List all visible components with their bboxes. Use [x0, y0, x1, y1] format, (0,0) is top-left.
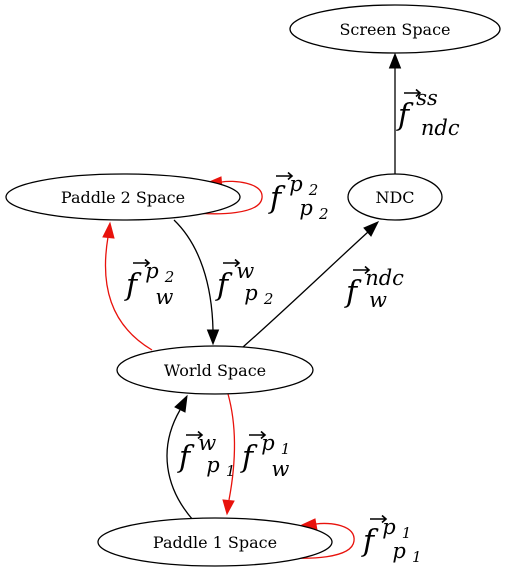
label-p2-to-world: f w p 2 [215, 258, 273, 308]
vector-arrow-icon [353, 265, 371, 275]
label-p1-to-world-sub: p [206, 453, 219, 477]
label-p1-to-world-sub-idx: 1 [226, 462, 236, 480]
label-world-to-p1: f p 1 w [240, 430, 295, 481]
label-world-to-p1-text: f p 1 w [240, 431, 295, 481]
node-paddle2-space-shape [5, 173, 241, 221]
node-world-space-shape [116, 345, 314, 395]
label-p2-self-sub: p [299, 196, 312, 220]
label-p2-to-world-sub-idx: 2 [263, 290, 274, 308]
label-p1-self: f p 1 p 1 [361, 514, 421, 566]
label-world-to-p1-sub: w [271, 457, 289, 481]
edge-p1-to-world [166, 409, 194, 521]
label-p1-self-base: f [361, 524, 379, 559]
label-p1-to-world-sup: w [198, 431, 216, 455]
label-world-to-p2: f p 2 w [124, 258, 179, 309]
node-paddle2-space-label: Paddle 2 Space [61, 188, 185, 207]
arrowhead-p1-to-world [174, 394, 188, 413]
label-world-to-p2-sup: p [145, 259, 158, 283]
node-ndc: NDC [347, 173, 443, 221]
node-ndc-shape [347, 173, 443, 221]
vector-arrow-icon [223, 258, 241, 268]
node-world-space-label: World Space [164, 361, 266, 380]
label-p2-self: f p 2 p 2 [268, 171, 328, 223]
arrowhead-ndc-to-screen [388, 52, 402, 69]
label-p1-self-text: f p 1 p 1 [361, 515, 421, 566]
label-ndc-to-screen-sub: ndc [421, 116, 460, 140]
label-p2-to-world-sub: p [244, 281, 257, 305]
node-screen-space-label: Screen Space [339, 20, 450, 39]
arrowhead-p2-to-world [206, 329, 220, 346]
label-world-to-ndc-base: f [344, 275, 362, 310]
label-world-to-p2-sup-idx: 2 [164, 268, 175, 286]
vector-arrow-icon [370, 514, 388, 524]
node-screen-space: Screen Space [289, 4, 501, 54]
edge-world-to-p2 [104, 236, 153, 351]
label-ndc-to-screen-sup: ss [416, 86, 438, 110]
node-paddle1-space: Paddle 1 Space [97, 517, 333, 567]
vector-arrow-icon [133, 258, 151, 268]
edge-p2-self-loop [185, 180, 263, 215]
edge-world-to-ndc [242, 231, 369, 348]
label-ndc-to-screen-text: f ss ndc [396, 86, 460, 140]
node-paddle1-space-label: Paddle 1 Space [153, 533, 277, 552]
label-p1-self-sup: p [382, 515, 395, 539]
label-p1-to-world-text: f w p 1 [177, 431, 235, 480]
label-p1-to-world: f w p 1 [177, 430, 235, 480]
edge-p2-to-world [173, 219, 214, 331]
label-world-to-ndc-sub: w [369, 288, 387, 312]
arrowhead-world-to-ndc [363, 221, 380, 237]
label-world-to-p1-sup-idx: 1 [281, 440, 291, 458]
vector-arrow-icon [186, 430, 204, 440]
label-ndc-to-screen-base: f [396, 98, 414, 133]
edge-world-to-p1 [227, 393, 236, 501]
label-world-to-ndc-text: f ndc w [344, 266, 409, 312]
label-p2-self-sup-idx: 2 [308, 181, 319, 199]
label-world-to-p1-sup: p [261, 431, 274, 455]
label-p1-self-sup-idx: 1 [402, 524, 412, 542]
node-paddle2-space: Paddle 2 Space [5, 173, 241, 221]
node-paddle1-space-shape [97, 517, 333, 567]
label-world-to-ndc-sup: ndc [365, 266, 404, 290]
label-p1-self-sub: p [392, 539, 405, 563]
arrowhead-world-to-p2 [102, 221, 115, 239]
label-world-to-p2-sub: w [155, 285, 173, 309]
label-p1-self-sub-idx: 1 [412, 548, 422, 566]
label-p1-to-world-base: f [177, 440, 195, 475]
label-world-to-p1-base: f [240, 440, 258, 475]
label-p2-self-sup: p [289, 172, 302, 196]
label-p2-self-text: f p 2 p 2 [268, 172, 328, 223]
vector-arrow-icon [404, 88, 422, 98]
label-ndc-to-screen: f ss ndc [396, 86, 460, 140]
node-world-space: World Space [116, 345, 314, 395]
label-p2-self-base: f [268, 181, 286, 216]
vector-arrow-icon [276, 171, 294, 181]
node-screen-space-shape [289, 4, 501, 54]
label-world-to-ndc: f ndc w [344, 265, 409, 312]
arrowhead-world-to-p1 [222, 499, 235, 516]
label-p2-to-world-text: f w p 2 [215, 259, 273, 308]
label-p2-to-world-sup: w [236, 259, 254, 283]
label-world-to-p2-base: f [124, 268, 142, 303]
node-ndc-label: NDC [375, 188, 414, 207]
vector-arrow-icon [249, 430, 267, 440]
label-world-to-p2-text: f p 2 w [124, 259, 179, 309]
label-p2-self-sub-idx: 2 [318, 205, 329, 223]
label-p2-to-world-base: f [215, 268, 233, 303]
